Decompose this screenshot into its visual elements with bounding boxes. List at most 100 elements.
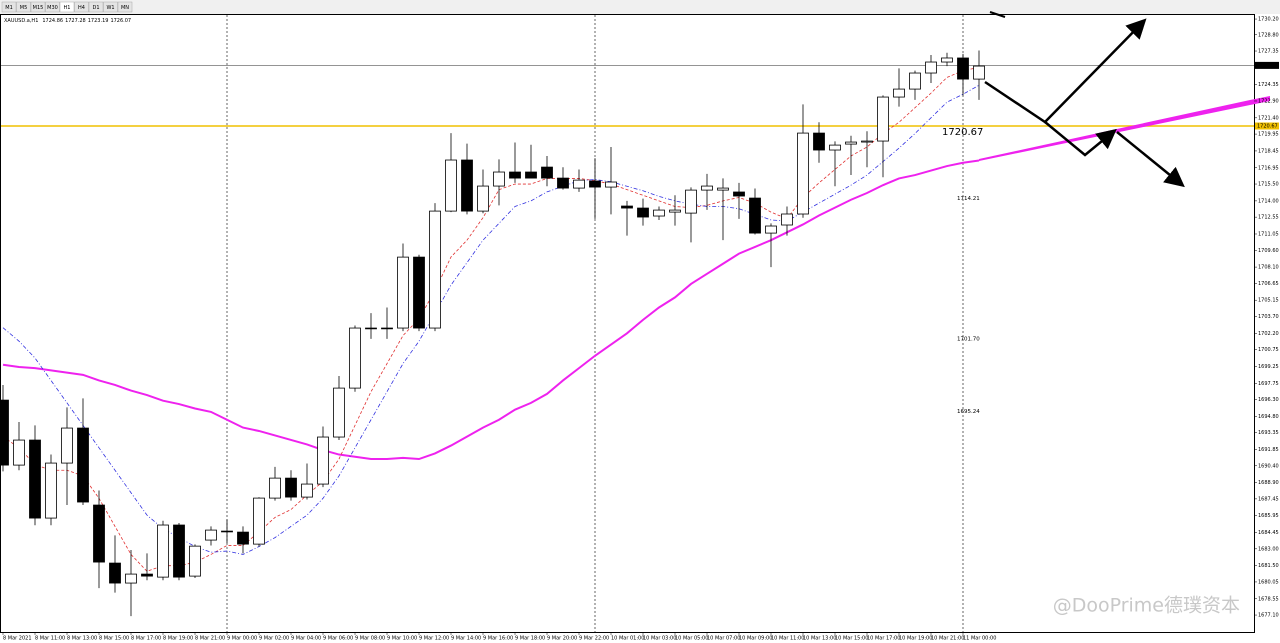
tab[interactable] — [74, 1, 89, 13]
arrow — [1116, 131, 1185, 188]
y-tick-label: 1699.25 — [1258, 364, 1279, 370]
level-label: 1720.67 — [942, 127, 983, 138]
candle-body — [413, 256, 425, 329]
drawings — [979, 11, 1270, 188]
watermark: @DooPrime德璞资本 — [1053, 595, 1240, 617]
x-tick-label: 10 Mar 21:00 — [931, 636, 964, 642]
tab[interactable] — [88, 1, 104, 13]
candle-body — [93, 504, 105, 563]
candle-body — [621, 205, 633, 209]
x-tick-label: 10 Mar 07:00 — [707, 636, 740, 642]
candle-body — [861, 140, 873, 143]
tab-label[interactable]: M1 — [5, 5, 13, 11]
candle-body — [285, 477, 297, 498]
x-tick-label: 8 Mar 15:00 — [99, 636, 129, 642]
y-tick-label: 1693.35 — [1258, 430, 1279, 436]
tab[interactable] — [103, 1, 118, 13]
candle-body — [605, 181, 617, 188]
x-tick-label: 10 Mar 09:00 — [739, 636, 772, 642]
x-tick-label: 10 Mar 19:00 — [899, 636, 932, 642]
candle-body — [45, 462, 57, 519]
x-tick-label: 10 Mar 05:00 — [675, 636, 708, 642]
x-tick-label: 9 Mar 14:00 — [451, 636, 481, 642]
y-tick-label: 1716.95 — [1258, 165, 1279, 171]
tab[interactable] — [117, 1, 133, 13]
current-price-box — [1255, 61, 1279, 69]
y-tick-label: 1719.95 — [1258, 132, 1279, 138]
tab-label[interactable]: MN — [121, 5, 129, 11]
x-tick-label: 9 Mar 22:00 — [579, 636, 609, 642]
plot-frame — [0, 14, 1255, 633]
candle-body — [301, 483, 313, 498]
tab[interactable] — [30, 1, 46, 13]
indicator-line — [2, 159, 980, 461]
tab-label[interactable]: H1 — [64, 5, 71, 11]
tab[interactable] — [45, 1, 60, 13]
x-tick-label: 8 Mar 2021 — [3, 636, 32, 642]
candle-body — [317, 436, 329, 485]
y-tick-label: 1714.00 — [1258, 198, 1279, 204]
tab-label[interactable]: M30 — [47, 5, 58, 11]
tab-label[interactable]: W1 — [106, 5, 114, 11]
candle-body — [365, 327, 377, 330]
y-tick-label: 1688.90 — [1258, 480, 1279, 486]
candle-body — [813, 132, 825, 151]
tab-label[interactable]: H4 — [78, 5, 85, 11]
y-tick-label: 1703.70 — [1258, 314, 1279, 320]
arrow — [1044, 121, 1117, 157]
y-tick-label: 1697.75 — [1258, 381, 1279, 387]
x-tick-label: 10 Mar 01:00 — [611, 636, 644, 642]
projection-line — [979, 96, 1270, 161]
candle-body — [893, 88, 905, 98]
candle-body — [493, 171, 505, 187]
tab[interactable] — [59, 1, 75, 13]
y-tick-label: 1722.90 — [1258, 98, 1279, 104]
x-tick-label: 10 Mar 13:00 — [803, 636, 836, 642]
level-axis-label: 1720.67 — [1257, 124, 1278, 130]
candle-body — [685, 189, 697, 214]
tab-label[interactable]: D1 — [92, 5, 99, 11]
tab[interactable] — [16, 1, 31, 13]
tab-label[interactable]: M15 — [33, 5, 44, 11]
y-tick-label: 1680.05 — [1258, 579, 1279, 585]
candle-body — [61, 427, 73, 464]
candle-body — [845, 141, 857, 145]
level-box — [1255, 122, 1279, 130]
candle-body — [557, 177, 569, 189]
candle-body — [653, 209, 665, 217]
current-price-label: 1726.07 — [1257, 63, 1278, 69]
x-tick-label: 8 Mar 17:00 — [131, 636, 161, 642]
x-tick-label: 9 Mar 20:00 — [547, 636, 577, 642]
candle-body — [125, 573, 137, 584]
y-tick-label: 1712.55 — [1258, 215, 1279, 221]
y-tick-label: 1691.85 — [1258, 447, 1279, 453]
candle-body — [765, 225, 777, 234]
y-tick-label: 1724.35 — [1258, 82, 1279, 88]
y-tick-label: 1708.10 — [1258, 265, 1279, 271]
tab-label[interactable]: M5 — [20, 5, 28, 11]
candle-body — [333, 387, 345, 438]
x-tick-label: 9 Mar 04:00 — [291, 636, 321, 642]
candle-body — [797, 132, 809, 215]
fib-level-label: 1695.24 — [957, 409, 980, 415]
candle-body — [829, 144, 841, 151]
candle-body — [397, 256, 409, 329]
candle-body — [77, 427, 89, 503]
candle-body — [173, 524, 185, 578]
y-tick-label: 1721.40 — [1258, 115, 1279, 121]
candle-body — [29, 439, 41, 519]
y-tick-label: 1706.65 — [1258, 281, 1279, 287]
candle-body — [669, 209, 681, 213]
low: 1723.19 — [88, 18, 109, 24]
candle-body — [941, 57, 953, 63]
candle-body — [13, 439, 25, 466]
tab[interactable] — [1, 1, 17, 13]
x-tick-label: 8 Mar 21:00 — [195, 636, 225, 642]
open: 1724.86 — [42, 18, 63, 24]
y-tick-label: 1705.15 — [1258, 298, 1279, 304]
x-tick-label: 10 Mar 15:00 — [835, 636, 868, 642]
x-tick-label: 9 Mar 10:00 — [387, 636, 417, 642]
high: 1727.28 — [65, 18, 86, 24]
x-tick-label: 9 Mar 16:00 — [483, 636, 513, 642]
